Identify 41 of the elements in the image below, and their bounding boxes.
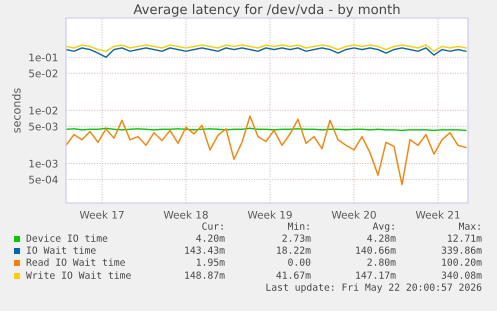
text: 340.08m: [442, 271, 482, 279]
y-tick-label: 1e-02: [29, 106, 58, 114]
text: 4.28m: [367, 234, 396, 242]
y-tick-label: 5e-04: [29, 176, 58, 184]
y-tick-label: 1e-03: [29, 160, 58, 168]
y-axis-title: seconds: [12, 88, 21, 133]
x-tick-label: Week 21: [416, 210, 460, 219]
text: 147.17m: [356, 272, 396, 279]
text: 18.22m: [277, 246, 311, 254]
legend-label: Write IO Wait time: [26, 271, 131, 279]
line-series: [66, 47, 467, 58]
y-tick-label: 5e-02: [29, 70, 58, 78]
line-series: [66, 44, 467, 52]
text: Last update: Fri May 22 20:00:57 2026: [266, 283, 482, 293]
text: 140.66m: [356, 246, 396, 254]
legend-label: IO Wait time: [26, 246, 96, 254]
text: 2.73m: [282, 234, 311, 242]
text: Avg:: [372, 222, 394, 232]
text: 339.86m: [442, 246, 482, 254]
text: Cur:: [202, 222, 223, 230]
text: 148.87m: [185, 271, 225, 279]
legend-label: Read IO Wait time: [26, 258, 125, 266]
text: 1.95m: [196, 258, 225, 266]
x-tick-label: Week 18: [164, 210, 208, 219]
text: Min:: [288, 222, 309, 230]
x-tick-label: Week 17: [80, 210, 124, 219]
x-tick-label: Week 20: [332, 210, 376, 219]
text: 12.71m: [448, 234, 482, 242]
line-series: [66, 115, 467, 186]
text: 0.00: [288, 258, 310, 266]
text: 100.20m: [442, 258, 482, 266]
y-tick-label: 5e-03: [29, 122, 58, 130]
x-tick-label: Week 19: [248, 210, 292, 219]
text: 2.80m: [367, 258, 396, 266]
y-tick-label: 1e-01: [29, 54, 58, 62]
legend-label: Device IO time: [26, 234, 108, 242]
text: Max:: [458, 222, 480, 230]
chart-title: Average latency for /dev/vda - by month: [134, 4, 400, 17]
text: 4.20m: [196, 234, 225, 242]
text: 41.67m: [276, 271, 311, 279]
text: 143.43m: [185, 246, 225, 254]
